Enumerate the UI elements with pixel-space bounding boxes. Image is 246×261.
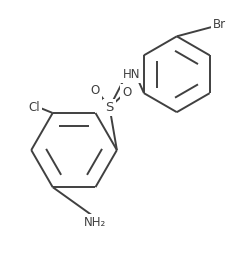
Text: S: S (105, 101, 114, 114)
Text: O: O (90, 84, 99, 97)
Text: HN: HN (123, 68, 140, 81)
Text: NH₂: NH₂ (84, 216, 106, 229)
Text: Cl: Cl (28, 101, 40, 114)
Text: Br: Br (213, 17, 226, 31)
Text: O: O (122, 86, 131, 99)
